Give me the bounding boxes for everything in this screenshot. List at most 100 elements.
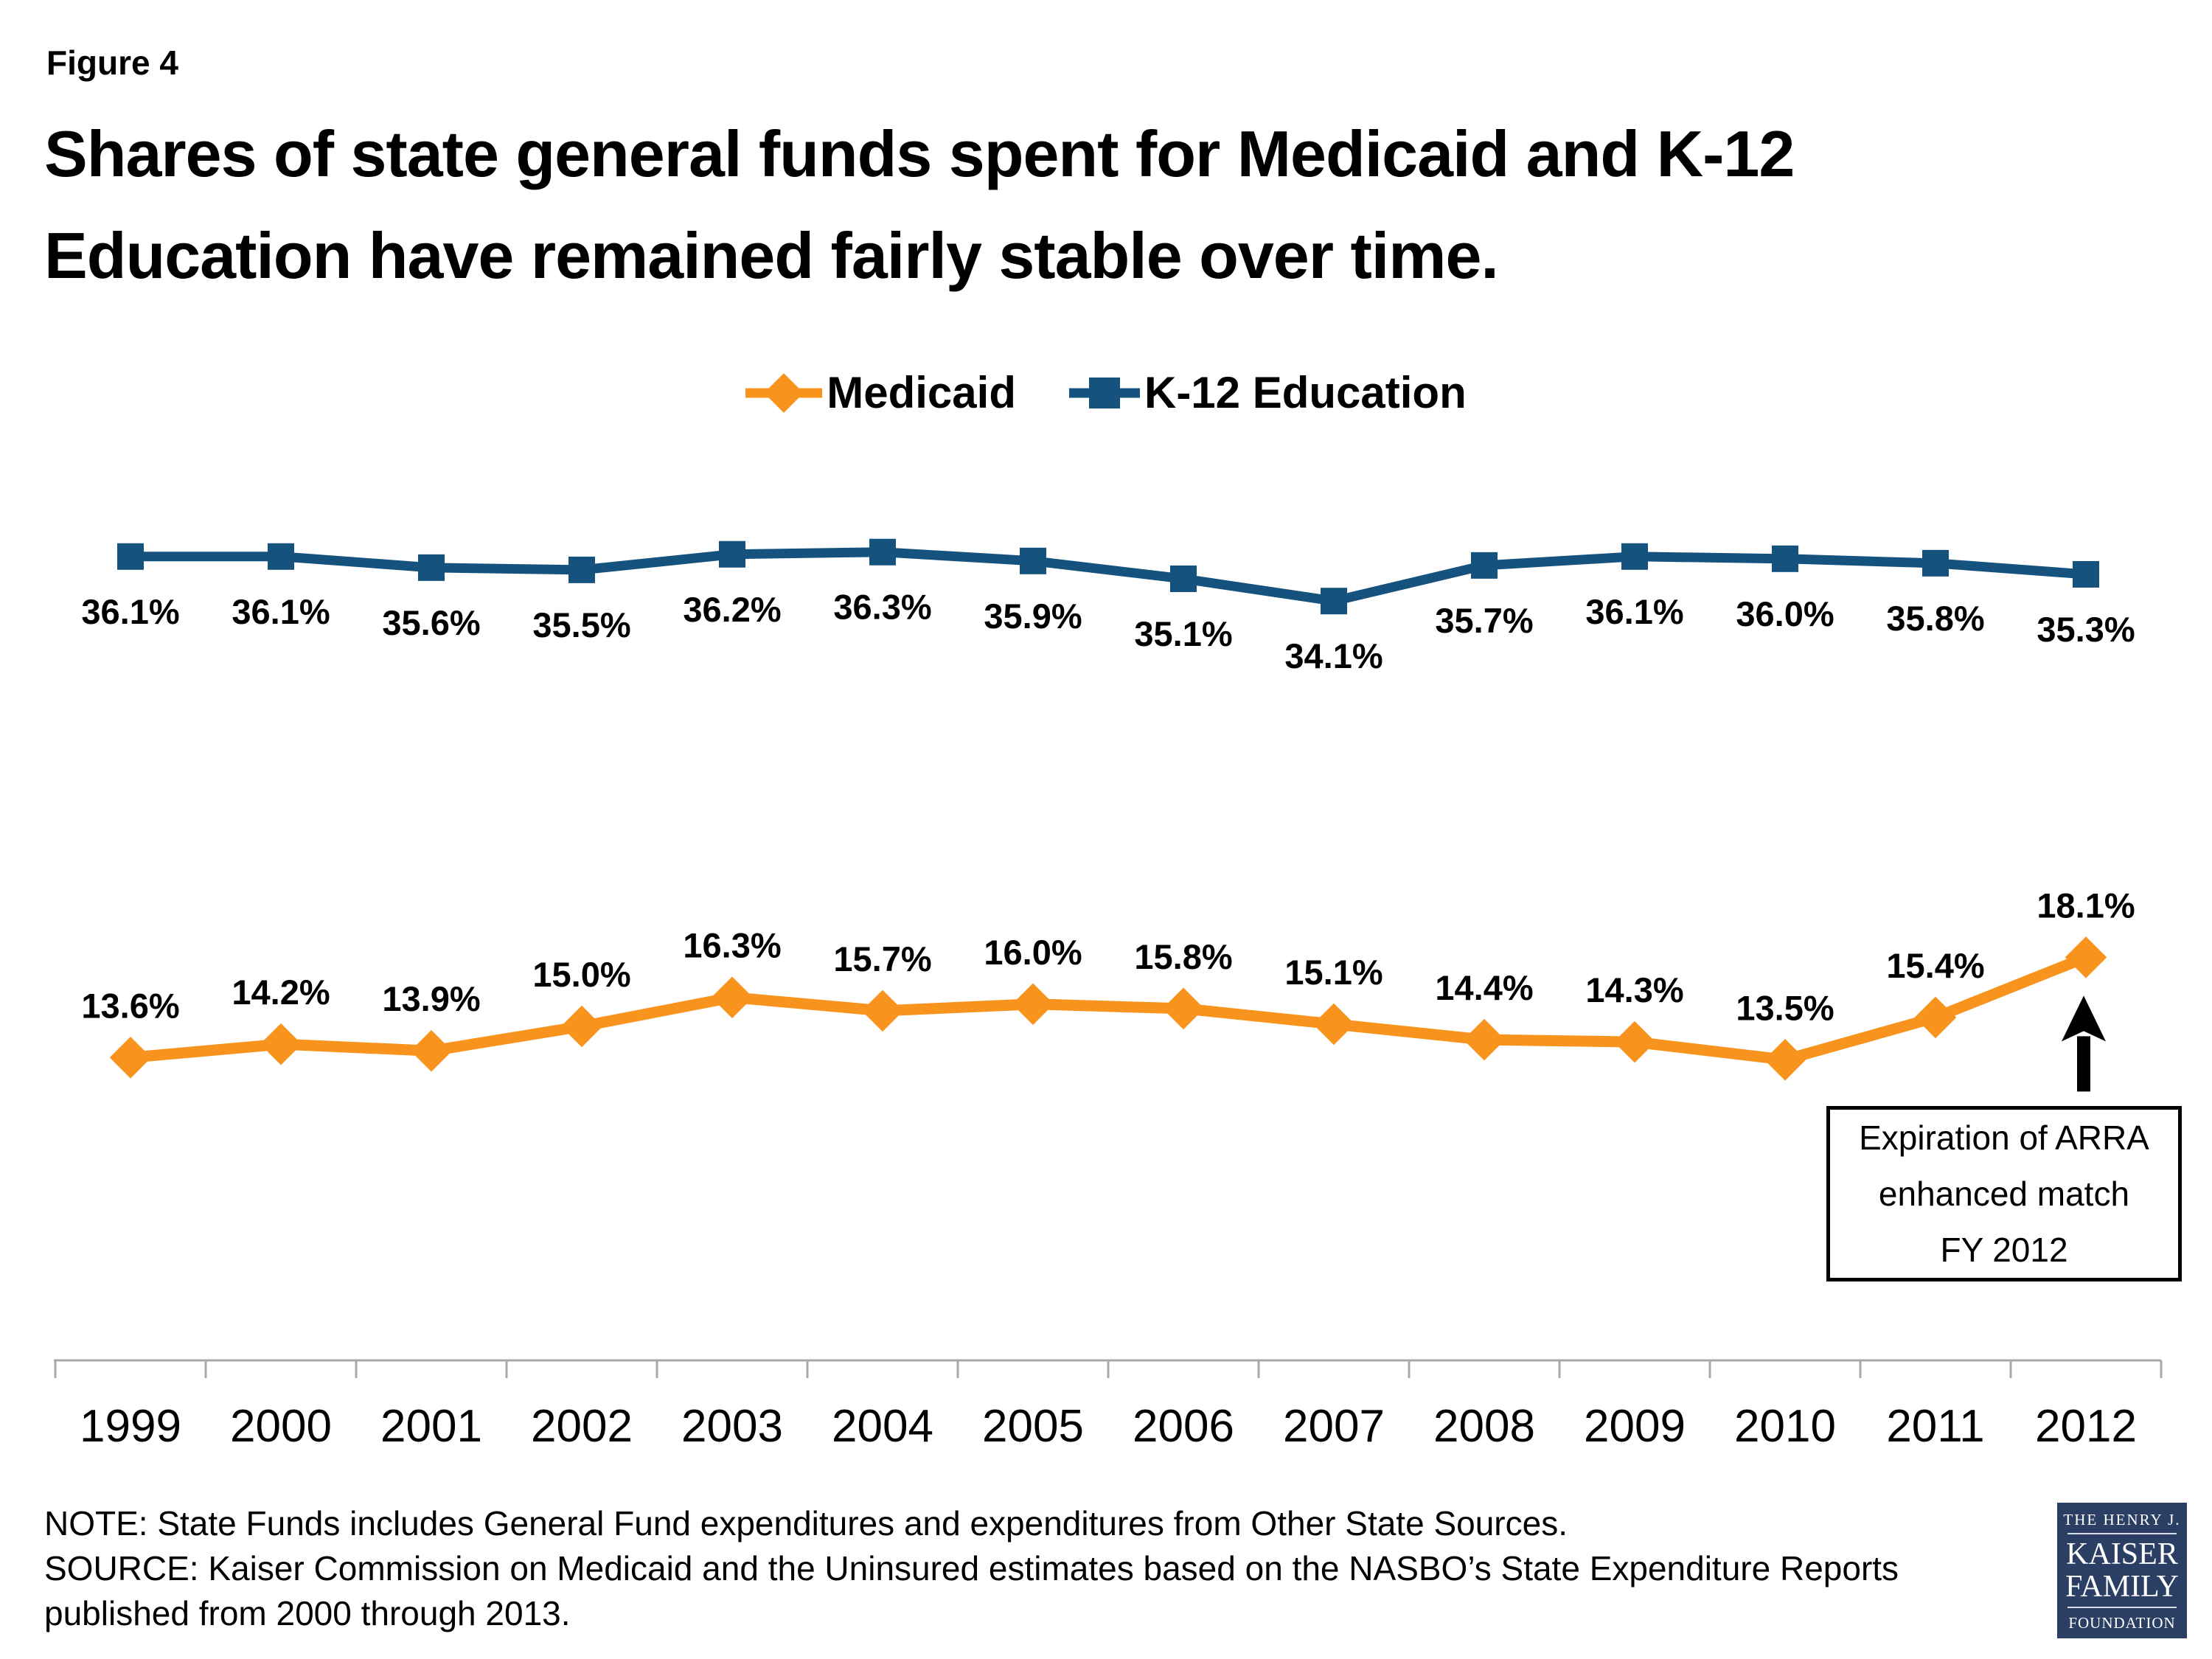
medicaid-marker	[410, 1029, 453, 1072]
data-label: 36.1%	[81, 592, 179, 631]
data-label: 34.1%	[1284, 636, 1382, 675]
k12-marker	[418, 554, 445, 581]
logo-henry-j: THE HENRY J.	[2063, 1510, 2181, 1528]
logo-foundation: FOUNDATION	[2068, 1613, 2176, 1632]
medicaid-marker	[260, 1023, 302, 1065]
medicaid-marker	[1914, 996, 1957, 1039]
data-label: 15.8%	[1134, 937, 1232, 976]
medicaid-marker	[1764, 1039, 1806, 1081]
chart-legend: Medicaid K-12 Education	[0, 367, 2212, 418]
source-text: SOURCE: Kaiser Commission on Medicaid an…	[44, 1549, 1899, 1632]
data-label: 35.5%	[532, 605, 630, 644]
annotation-line2: enhanced match	[1878, 1175, 2130, 1213]
k12-marker	[1772, 545, 1798, 572]
k12-marker	[1922, 549, 1949, 577]
data-label: 14.4%	[1435, 968, 1533, 1007]
medicaid-marker	[1012, 983, 1054, 1026]
k-12-education-line	[131, 547, 2087, 606]
k12-marker	[869, 538, 896, 566]
k12-marker	[1321, 588, 1347, 615]
footnotes: NOTE: State Funds includes General Fund …	[44, 1501, 1954, 1636]
logo-divider-top	[2067, 1532, 2177, 1534]
data-label: 35.3%	[2037, 610, 2135, 649]
kaiser-family-foundation-logo: THE HENRY J. KAISER FAMILY FOUNDATION	[2057, 1503, 2187, 1638]
data-label: 35.9%	[984, 597, 1082, 636]
medicaid-marker	[2065, 936, 2107, 978]
data-label: 36.2%	[683, 590, 781, 629]
data-label: 13.6%	[81, 986, 179, 1025]
data-label: 16.0%	[984, 933, 1082, 972]
data-label: 15.4%	[1886, 946, 1984, 985]
data-label: 16.3%	[683, 926, 781, 965]
chart-title: Shares of state general funds spent for …	[44, 103, 2183, 307]
figure-label: Figure 4	[46, 44, 178, 82]
medicaid-marker	[1613, 1020, 1656, 1063]
x-axis-tick-label: 2012	[2035, 1401, 2137, 1452]
medicaid-marker	[861, 990, 904, 1032]
data-label: 13.5%	[1736, 988, 1834, 1027]
k12-marker	[2073, 560, 2099, 588]
data-label: 36.3%	[833, 588, 931, 627]
k12-line-marker-icon	[1069, 377, 1140, 408]
k12-marker	[568, 556, 595, 583]
data-label: 14.2%	[232, 973, 330, 1012]
annotation-box: Expiration of ARRA enhanced match FY 201…	[1826, 1106, 2182, 1281]
legend-item-k12: K-12 Education	[1069, 367, 1467, 418]
x-axis-tick-label: 2011	[1886, 1401, 1984, 1452]
data-label: 15.7%	[833, 939, 931, 978]
data-label: 35.1%	[1134, 614, 1232, 653]
legend-item-medicaid: Medicaid	[745, 367, 1016, 418]
x-axis-tick-label: 2004	[832, 1401, 933, 1452]
logo-divider-bottom	[2067, 1606, 2177, 1608]
medicaid-marker	[711, 976, 754, 1019]
data-label: 15.1%	[1284, 953, 1382, 992]
data-label: 35.8%	[1886, 599, 1984, 638]
k12-marker	[1020, 547, 1046, 574]
k12-marker	[1170, 565, 1197, 592]
x-axis-tick-label: 2003	[681, 1401, 783, 1452]
chart-title-line2: Education have remained fairly stable ov…	[44, 219, 1499, 292]
k12-marker	[1471, 552, 1498, 579]
x-axis-tick-label: 2008	[1433, 1401, 1535, 1452]
medicaid-marker	[1463, 1018, 1506, 1061]
medicaid-marker	[1162, 987, 1205, 1030]
x-axis-tick-label: 2002	[531, 1401, 633, 1452]
k12-marker	[268, 543, 294, 570]
data-label: 18.1%	[2037, 886, 2135, 925]
data-label: 36.0%	[1736, 594, 1834, 633]
logo-kaiser: KAISER	[2066, 1537, 2178, 1571]
legend-label-medicaid: Medicaid	[827, 368, 1016, 417]
annotation-arrow-head	[2062, 995, 2106, 1042]
k12-marker	[1621, 543, 1648, 570]
x-axis-tick-label: 2010	[1734, 1401, 1836, 1452]
x-axis-tick-label: 2000	[230, 1401, 332, 1452]
x-axis-tick-label: 2005	[982, 1401, 1084, 1452]
data-label: 35.7%	[1435, 601, 1533, 640]
data-label: 36.1%	[232, 592, 330, 631]
medicaid-line-marker-icon	[745, 372, 823, 413]
medicaid-marker	[560, 1005, 603, 1048]
x-axis-tick-label: 2001	[380, 1401, 482, 1452]
medicaid-line	[130, 952, 2088, 1065]
medicaid-marker	[109, 1036, 152, 1079]
data-label: 35.6%	[382, 603, 480, 642]
data-label: 15.0%	[532, 955, 630, 994]
chart-title-line1: Shares of state general funds spent for …	[44, 117, 1795, 190]
x-axis-tick-label: 2007	[1283, 1401, 1385, 1452]
x-axis-tick-label: 2006	[1133, 1401, 1234, 1452]
k12-marker	[117, 543, 144, 570]
logo-family: FAMILY	[2065, 1569, 2179, 1604]
x-axis-tick-label: 1999	[80, 1401, 181, 1452]
annotation-arrow-stem	[2077, 1036, 2090, 1092]
data-label: 14.3%	[1585, 970, 1683, 1009]
x-axis-tick-label: 2009	[1584, 1401, 1686, 1452]
note-text: NOTE: State Funds includes General Fund …	[44, 1504, 1568, 1543]
data-label: 13.9%	[382, 979, 480, 1018]
k12-marker	[719, 540, 745, 568]
annotation-line3: FY 2012	[1940, 1231, 2068, 1269]
data-label: 36.1%	[1585, 592, 1683, 631]
annotation-line1: Expiration of ARRA	[1859, 1119, 2149, 1157]
medicaid-marker	[1312, 1003, 1355, 1046]
